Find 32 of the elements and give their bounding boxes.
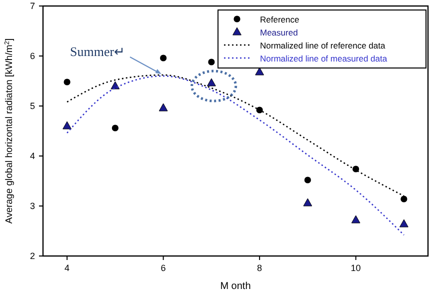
point <box>304 176 311 184</box>
point <box>208 58 215 66</box>
x-tick-label: 4 <box>64 263 70 273</box>
y-tick-label: 5 <box>30 101 35 111</box>
x-axis-title: M onth <box>220 281 251 292</box>
x-tick-label: 6 <box>160 263 166 273</box>
point <box>399 219 408 228</box>
point <box>64 78 70 86</box>
point <box>352 166 360 172</box>
point <box>206 78 216 86</box>
y-tick-label: 6 <box>30 51 35 61</box>
y-tick-label: 7 <box>30 1 35 11</box>
x-tick-label: 8 <box>257 263 262 273</box>
legend-label: Reference <box>260 14 300 24</box>
x-tick-label: 10 <box>350 263 361 273</box>
point <box>256 106 263 114</box>
legend-label: Measured <box>260 28 298 38</box>
point <box>158 103 168 112</box>
y-tick-label: 3 <box>30 201 35 211</box>
point <box>160 54 167 62</box>
point <box>351 215 360 224</box>
point <box>303 198 312 206</box>
point <box>400 196 408 202</box>
point <box>112 124 118 132</box>
point <box>110 81 120 90</box>
line-series <box>66 75 405 236</box>
y-tick-label: 4 <box>30 151 35 161</box>
annotation: Summer↵ <box>70 44 126 59</box>
y-tick-label: 2 <box>30 251 35 261</box>
legend-label: Normalized line of measured data <box>260 54 388 64</box>
point <box>62 121 72 130</box>
legend-label: Normalized line of reference data <box>260 40 386 50</box>
